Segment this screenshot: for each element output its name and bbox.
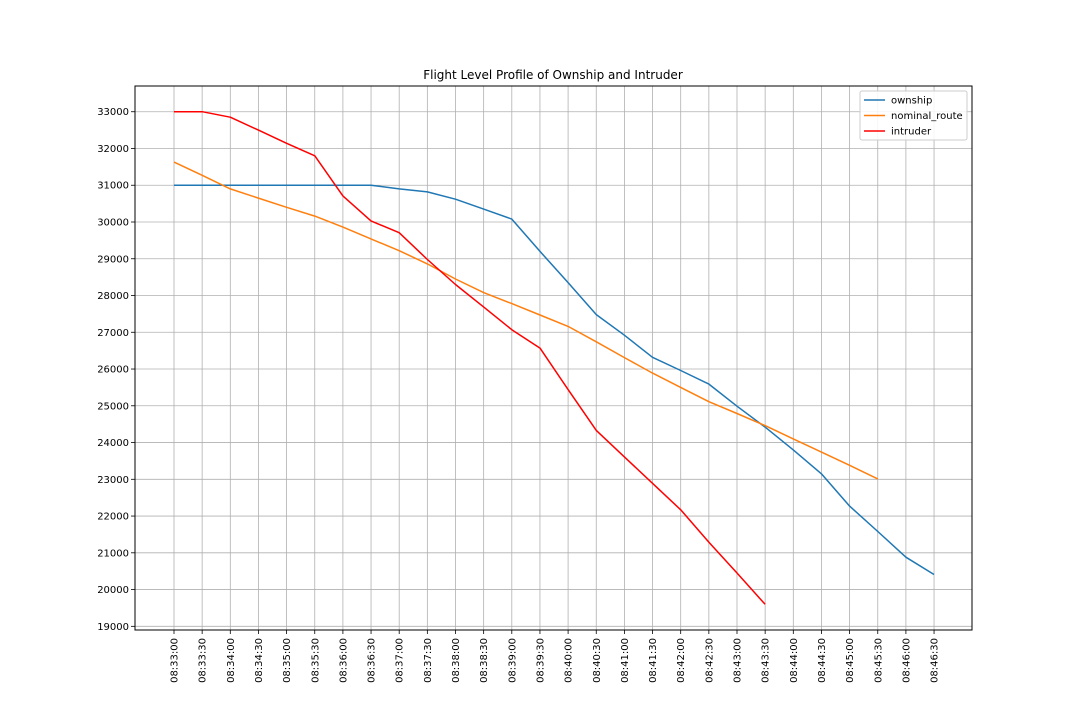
x-tick-label: 08:45:30 xyxy=(873,638,884,683)
y-tick-label: 33000 xyxy=(97,107,129,118)
legend-label-ownship: ownship xyxy=(891,96,932,107)
x-tick-label: 08:40:30 xyxy=(592,638,603,683)
x-tick-label: 08:37:30 xyxy=(423,638,434,683)
series-line-intruder xyxy=(174,110,766,605)
y-tick-label: 30000 xyxy=(97,218,129,229)
series-line-ownship xyxy=(174,184,935,576)
chart-title: Flight Level Profile of Ownship and Intr… xyxy=(423,68,683,82)
grid xyxy=(135,86,972,630)
y-tick-label: 21000 xyxy=(97,548,129,559)
x-tick-label: 08:34:00 xyxy=(226,638,237,683)
x-tick-label: 08:37:00 xyxy=(395,638,406,683)
series-layer xyxy=(173,110,935,605)
plot-frame xyxy=(134,85,973,631)
y-axis: 19000 20000 21000 22000 23000 24000 25000 26000… xyxy=(97,107,135,633)
y-tick-label: 19000 xyxy=(97,622,129,633)
legend: ownship nominal_route intruder xyxy=(859,90,968,141)
x-tick-label: 08:36:30 xyxy=(367,638,378,683)
x-tick-label: 08:39:00 xyxy=(507,638,518,683)
y-tick-label: 32000 xyxy=(97,144,129,155)
y-tick-label: 22000 xyxy=(97,512,129,523)
y-tick-label: 26000 xyxy=(97,365,129,376)
x-tick-label: 08:33:00 xyxy=(170,638,181,683)
x-tick-label: 08:35:30 xyxy=(310,638,321,683)
x-tick-label: 08:38:30 xyxy=(479,638,490,683)
y-tick-label: 29000 xyxy=(97,254,129,265)
x-tick-label: 08:39:30 xyxy=(535,638,546,683)
x-tick-label: 08:46:00 xyxy=(901,638,912,683)
x-tick-label: 08:46:30 xyxy=(930,638,941,683)
y-tick-label: 24000 xyxy=(97,438,129,449)
x-tick-label: 08:33:30 xyxy=(198,638,209,683)
series-line-nominal_route xyxy=(173,161,879,480)
x-tick-label: 08:42:00 xyxy=(676,638,687,683)
x-tick-label: 08:42:30 xyxy=(704,638,715,683)
x-tick-label: 08:38:00 xyxy=(451,638,462,683)
x-tick-label: 08:44:30 xyxy=(817,638,828,683)
x-tick-label: 08:34:30 xyxy=(254,638,265,683)
x-tick-label: 08:44:00 xyxy=(789,638,800,683)
x-tick-label: 08:35:00 xyxy=(282,638,293,683)
x-tick-label: 08:43:00 xyxy=(733,638,744,683)
x-axis: 08:33:00 08:33:30 08:34:00 08:34:30 08:35:00… xyxy=(170,630,941,683)
y-tick-label: 23000 xyxy=(97,475,129,486)
x-tick-label: 08:41:30 xyxy=(648,638,659,683)
y-tick-label: 25000 xyxy=(97,401,129,412)
y-tick-label: 20000 xyxy=(97,585,129,596)
legend-label-nominal_route: nominal_route xyxy=(891,111,963,122)
x-tick-label: 08:43:30 xyxy=(761,638,772,683)
y-tick-label: 27000 xyxy=(97,328,129,339)
y-tick-label: 28000 xyxy=(97,291,129,302)
legend-box xyxy=(859,90,968,141)
x-tick-label: 08:41:00 xyxy=(620,638,631,683)
legend-label-intruder: intruder xyxy=(891,127,932,138)
y-tick-label: 31000 xyxy=(97,181,129,192)
x-tick-label: 08:36:00 xyxy=(338,638,349,683)
x-tick-label: 08:40:00 xyxy=(564,638,575,683)
x-tick-label: 08:45:00 xyxy=(845,638,856,683)
